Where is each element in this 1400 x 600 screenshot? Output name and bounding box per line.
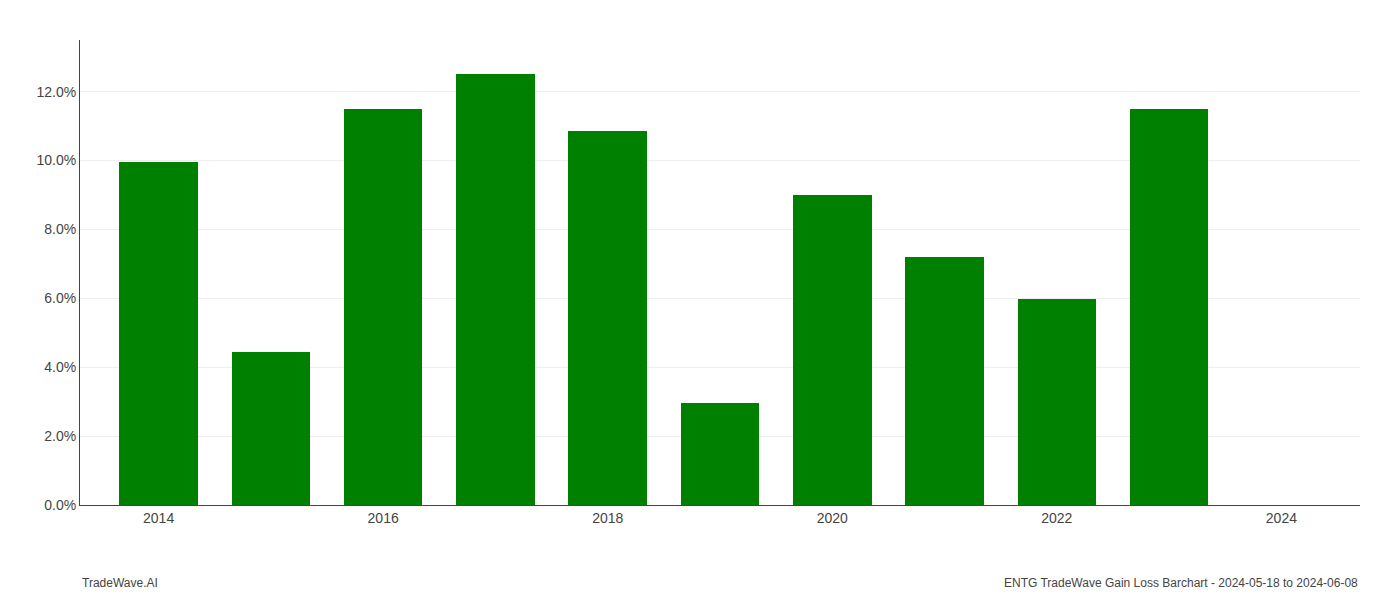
svg-text:2.0%: 2.0% — [44, 428, 76, 444]
svg-text:2016: 2016 — [368, 510, 399, 526]
svg-text:2024: 2024 — [1266, 510, 1297, 526]
svg-text:2014: 2014 — [143, 510, 174, 526]
svg-text:0.0%: 0.0% — [44, 497, 76, 513]
svg-text:2020: 2020 — [817, 510, 848, 526]
svg-text:4.0%: 4.0% — [44, 359, 76, 375]
svg-text:10.0%: 10.0% — [36, 152, 76, 168]
svg-text:8.0%: 8.0% — [44, 221, 76, 237]
svg-text:6.0%: 6.0% — [44, 290, 76, 306]
svg-text:TradeWave.AI: TradeWave.AI — [82, 576, 158, 590]
svg-text:2018: 2018 — [592, 510, 623, 526]
svg-text:12.0%: 12.0% — [36, 84, 76, 100]
svg-text:2022: 2022 — [1041, 510, 1072, 526]
svg-text:ENTG TradeWave Gain Loss Barch: ENTG TradeWave Gain Loss Barchart - 2024… — [1004, 576, 1358, 590]
